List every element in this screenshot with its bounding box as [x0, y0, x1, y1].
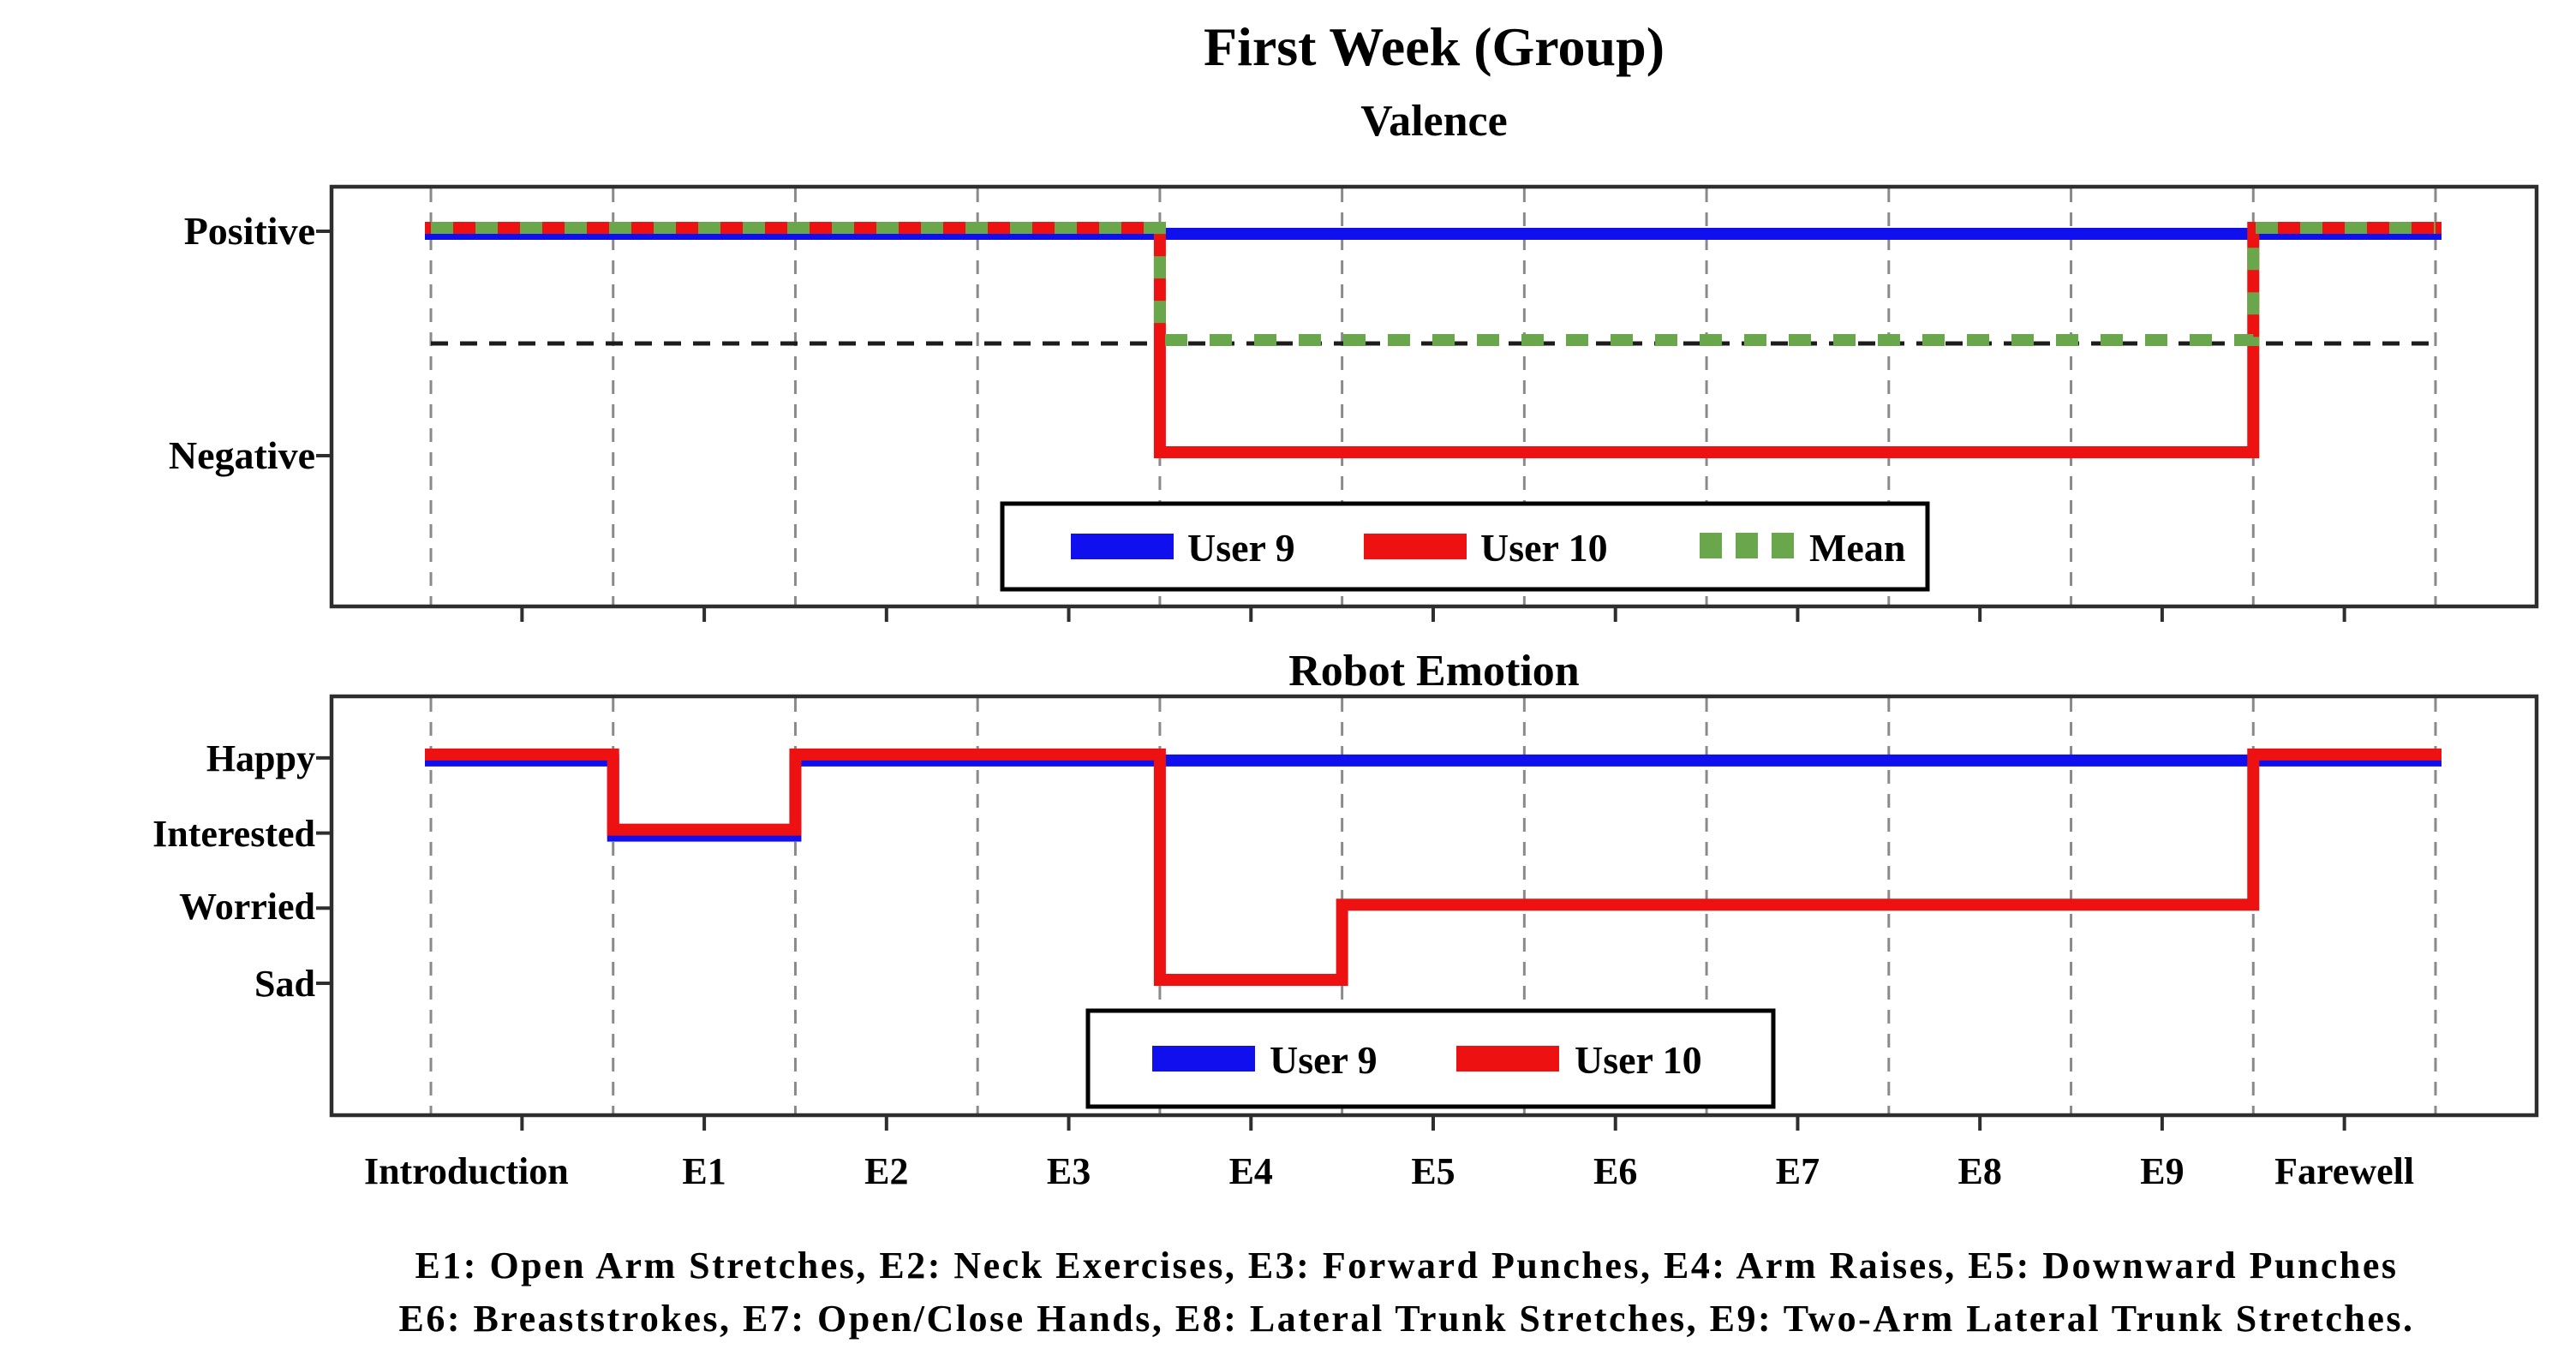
- valence-plot-border: [329, 184, 2539, 609]
- legend-swatch-mean-dash-1: [1700, 533, 1722, 558]
- x-axis-label-e4: E4: [1229, 1150, 1273, 1192]
- series-line-user-10: [425, 748, 2442, 986]
- exercise-caption-line-2: E6: Breaststrokes, E7: Open/Close Hands,…: [399, 1298, 2415, 1340]
- valence-ytick-negative: Negative: [169, 433, 315, 477]
- robot-ytick-interested: Interested: [152, 813, 315, 855]
- robot-ytick-happy: Happy: [206, 737, 315, 779]
- valence-legend: User 9 User 10 Mean: [1000, 501, 1930, 592]
- legend-label-user9: User 9: [1187, 526, 1295, 570]
- x-axis-labels: Introduction E1 E2 E3 E4 E5 E6 E7 E8 E9 Farewell: [364, 1150, 2414, 1192]
- robot-emotion-plot-area: [316, 698, 2442, 1131]
- legend-swatch-user9: [1071, 534, 1174, 559]
- legend-swatch-user9: [1152, 1046, 1255, 1071]
- x-axis-label-e3: E3: [1047, 1150, 1091, 1192]
- legend-label-user10: User 10: [1480, 526, 1608, 570]
- legend-label-user9: User 9: [1270, 1038, 1378, 1082]
- robot-legend: User 9 User 10: [1085, 1008, 1776, 1109]
- robot-ytick-worried: Worried: [179, 886, 315, 928]
- robot-ytick-sad: Sad: [254, 963, 315, 1005]
- series-line-mean: [431, 222, 2436, 346]
- x-axis-label-e6: E6: [1593, 1150, 1637, 1192]
- valence-subtitle: Valence: [1360, 97, 1507, 146]
- x-axis-label-introduction: Introduction: [364, 1150, 569, 1192]
- x-axis-label-farewell: Farewell: [2274, 1150, 2414, 1192]
- robot-emotion-subtitle: Robot Emotion: [1288, 647, 1580, 695]
- x-axis-label-e7: E7: [1776, 1150, 1820, 1192]
- x-axis-label-e5: E5: [1411, 1150, 1455, 1192]
- legend-label-user10: User 10: [1575, 1038, 1702, 1082]
- x-axis-label-e9: E9: [2140, 1150, 2184, 1192]
- robot-plot-border: [329, 694, 2539, 1118]
- x-axis-label-e8: E8: [1957, 1150, 2001, 1192]
- series-line-user-10: [425, 222, 2442, 458]
- robot-legend-box: [1085, 1008, 1776, 1109]
- legend-swatch-user10: [1364, 534, 1467, 559]
- legend-swatch-mean-dash-2: [1736, 533, 1758, 558]
- legend-swatch-user10: [1456, 1046, 1559, 1071]
- x-axis-label-e2: E2: [864, 1150, 908, 1192]
- exercise-caption-line-1: E1: Open Arm Stretches, E2: Neck Exercis…: [415, 1245, 2398, 1286]
- x-axis-label-e1: E1: [682, 1150, 726, 1192]
- legend-label-mean: Mean: [1809, 526, 1905, 570]
- valence-ytick-positive: Positive: [184, 209, 315, 253]
- legend-swatch-mean-dash-3: [1772, 533, 1794, 558]
- figure-title: First Week (Group): [1204, 16, 1665, 77]
